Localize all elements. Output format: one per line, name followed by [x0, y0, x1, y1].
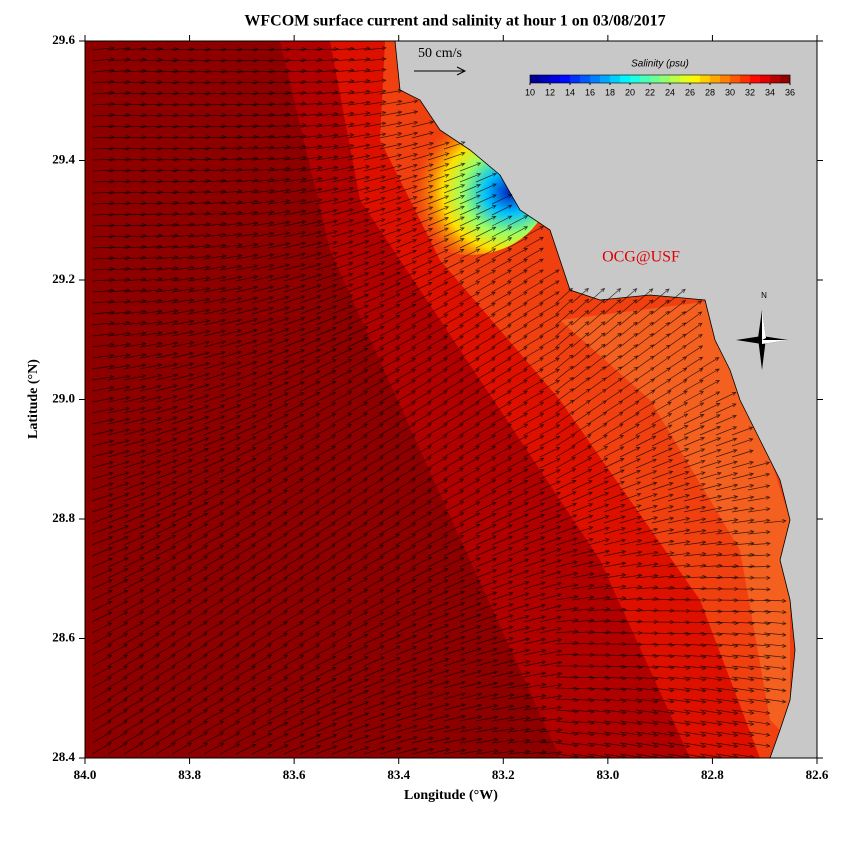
- y-tick-label: 29.6: [52, 32, 75, 47]
- colorbar: 10 12 14 16 18 20 22 24 26 28 30 32 34 36: [525, 74, 795, 97]
- y-tick-label: 28.6: [52, 629, 75, 644]
- scale-arrow-head: [456, 66, 467, 76]
- y-axis-label: Latitude (°N): [26, 359, 41, 439]
- colorbar-cell: [740, 75, 751, 83]
- colorbar-cell: [700, 75, 711, 83]
- colorbar-tick-label: 10: [525, 87, 535, 97]
- colorbar-cell: [630, 75, 641, 83]
- compass-rose: [736, 310, 788, 370]
- x-tick-label: 82.8: [701, 767, 724, 782]
- north-label: N: [761, 291, 767, 300]
- y-tick-label: 29.2: [52, 271, 75, 286]
- colorbar-tick-label: 16: [585, 87, 595, 97]
- colorbar-cell: [750, 75, 761, 83]
- colorbar-cell: [550, 75, 561, 83]
- colorbar-tick-label: 28: [705, 87, 715, 97]
- colorbar-cell: [540, 75, 551, 83]
- x-axis-label: Longitude (°W): [404, 788, 498, 803]
- colorbar-cell: [760, 75, 771, 83]
- colorbar-cell: [650, 75, 661, 83]
- colorbar-tick-label: 30: [725, 87, 735, 97]
- colorbar-tick-label: 14: [565, 87, 575, 97]
- colorbar-tick-label: 36: [785, 87, 795, 97]
- colorbar-tick-label: 18: [605, 87, 615, 97]
- colorbar-cell: [720, 75, 731, 83]
- y-tick-label: 29.0: [52, 390, 75, 405]
- x-tick-label: 84.0: [74, 767, 97, 782]
- sea-light: [560, 300, 790, 740]
- colorbar-tick-label: 24: [665, 87, 675, 97]
- land: [394, 41, 817, 758]
- colorbar-cell: [690, 75, 701, 83]
- scale-label: 50 cm/s: [418, 46, 462, 61]
- x-tick-label: 82.6: [806, 767, 829, 782]
- y-tick-label: 28.8: [52, 510, 75, 525]
- colorbar-cell: [780, 75, 791, 83]
- colorbar-cell: [710, 75, 721, 83]
- colorbar-cell: [620, 75, 631, 83]
- x-tick-label: 83.2: [492, 767, 515, 782]
- colorbar-cell: [530, 75, 541, 83]
- map-area: [85, 41, 817, 758]
- title: WFCOM surface current and salinity at ho…: [244, 13, 665, 30]
- colorbar-cell: [600, 75, 611, 83]
- x-tick-label: 83.6: [283, 767, 306, 782]
- colorbar-cell: [640, 75, 651, 83]
- colorbar-cell: [610, 75, 621, 83]
- colorbar-cell: [660, 75, 671, 83]
- colorbar-tick-label: 26: [685, 87, 695, 97]
- colorbar-tick-label: 32: [745, 87, 755, 97]
- colorbar-tick-label: 12: [545, 87, 555, 97]
- colorbar-cell: [580, 75, 591, 83]
- colorbar-cell: [680, 75, 691, 83]
- colorbar-frame: [529, 74, 791, 84]
- x-tick-label: 83.4: [387, 767, 410, 782]
- colorbar-tick-label: 22: [645, 87, 655, 97]
- x-tick-label: 83.0: [596, 767, 619, 782]
- y-tick-label: 29.4: [52, 151, 75, 166]
- colorbar-cell: [570, 75, 581, 83]
- vector-arrows: [91, 46, 787, 758]
- colorbar-cell: [730, 75, 741, 83]
- y-tick-label: 28.4: [52, 749, 75, 764]
- x-tick-label: 83.8: [178, 767, 201, 782]
- current-vectors: [91, 46, 787, 758]
- colorbar-cell: [770, 75, 781, 83]
- colorbar-tick-label: 20: [625, 87, 635, 97]
- colorbar-title: Salinity (psu): [631, 59, 689, 70]
- credit: OCG@USF: [602, 249, 680, 266]
- colorbar-cell: [560, 75, 571, 83]
- colorbar-cell: [670, 75, 681, 83]
- colorbar-tick-label: 34: [765, 87, 775, 97]
- colorbar-cell: [590, 75, 601, 83]
